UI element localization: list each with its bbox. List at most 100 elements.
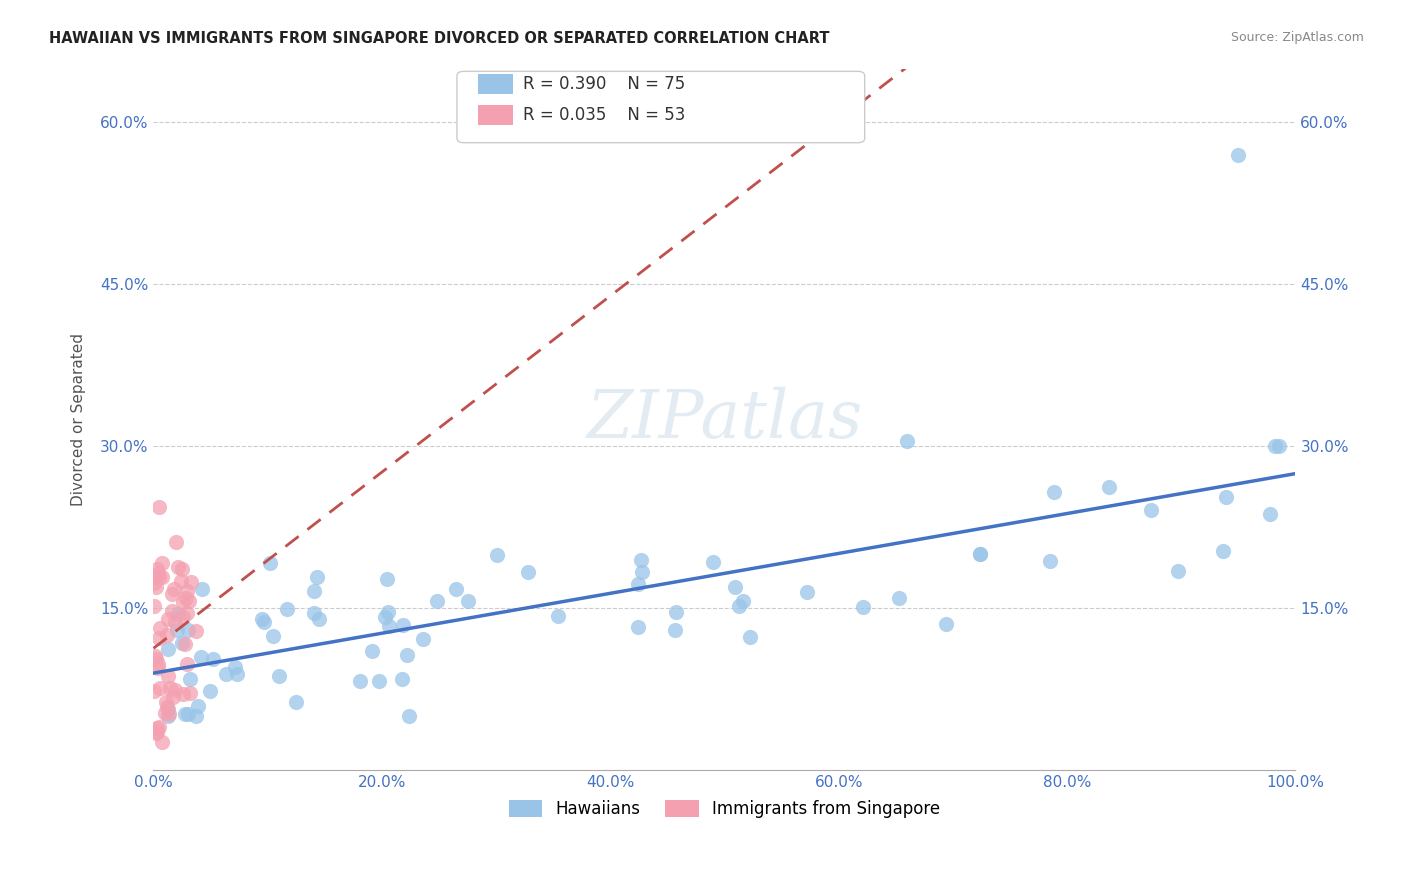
Point bbox=[146, 657, 169, 671]
Point bbox=[1264, 439, 1286, 453]
Point bbox=[796, 585, 818, 599]
Point bbox=[631, 565, 654, 579]
Point bbox=[198, 684, 221, 698]
Point bbox=[285, 695, 308, 709]
Point bbox=[446, 582, 468, 596]
Point bbox=[155, 695, 177, 709]
Point bbox=[1043, 484, 1066, 499]
Point bbox=[398, 709, 420, 723]
Point bbox=[252, 612, 274, 626]
Point bbox=[1215, 490, 1237, 504]
Point bbox=[165, 683, 187, 698]
Point bbox=[969, 547, 991, 561]
Point bbox=[202, 651, 225, 665]
Point bbox=[177, 594, 200, 608]
Point bbox=[150, 570, 173, 584]
Point bbox=[457, 594, 479, 608]
Point bbox=[215, 666, 238, 681]
Point bbox=[160, 604, 183, 618]
Point bbox=[190, 650, 212, 665]
Point bbox=[367, 674, 389, 689]
Point bbox=[145, 648, 167, 663]
Point bbox=[156, 700, 179, 714]
Point bbox=[516, 565, 538, 579]
Point bbox=[142, 599, 165, 614]
Point bbox=[262, 629, 284, 643]
Point bbox=[702, 555, 724, 569]
Point bbox=[547, 609, 569, 624]
Point bbox=[253, 615, 276, 629]
Point bbox=[156, 642, 179, 657]
Point bbox=[172, 594, 194, 608]
Point bbox=[172, 562, 194, 576]
Point bbox=[160, 587, 183, 601]
Point bbox=[1268, 439, 1291, 453]
Point bbox=[852, 600, 875, 615]
Point bbox=[155, 627, 177, 641]
Point bbox=[225, 667, 247, 681]
Point bbox=[159, 681, 181, 695]
Point bbox=[224, 659, 246, 673]
Point bbox=[143, 575, 166, 590]
Point bbox=[187, 698, 209, 713]
Point bbox=[259, 556, 281, 570]
Point bbox=[190, 582, 212, 596]
Point bbox=[167, 607, 190, 621]
Point bbox=[157, 709, 180, 723]
Point bbox=[153, 706, 176, 720]
Point bbox=[165, 534, 187, 549]
Point bbox=[157, 706, 180, 721]
Point bbox=[172, 610, 194, 624]
Point bbox=[395, 648, 418, 662]
Point bbox=[1227, 148, 1250, 162]
Text: R = 0.390    N = 75: R = 0.390 N = 75 bbox=[523, 75, 685, 93]
Point bbox=[145, 580, 167, 594]
Point bbox=[738, 630, 761, 644]
Point bbox=[148, 631, 170, 645]
Point bbox=[142, 684, 165, 698]
Point bbox=[149, 681, 172, 696]
Point bbox=[1167, 564, 1189, 578]
Point bbox=[412, 632, 434, 646]
Point bbox=[304, 606, 326, 620]
Point bbox=[162, 690, 184, 705]
Point bbox=[627, 577, 650, 591]
Point bbox=[172, 636, 194, 650]
Point bbox=[374, 610, 396, 624]
Point bbox=[728, 599, 751, 613]
Point bbox=[626, 620, 648, 634]
Point bbox=[1139, 503, 1161, 517]
Legend: Hawaiians, Immigrants from Singapore: Hawaiians, Immigrants from Singapore bbox=[502, 793, 946, 825]
Point bbox=[896, 434, 918, 448]
Y-axis label: Divorced or Separated: Divorced or Separated bbox=[72, 333, 86, 506]
Point bbox=[184, 624, 207, 639]
Point bbox=[305, 570, 328, 584]
Point bbox=[377, 619, 399, 633]
Point bbox=[361, 644, 384, 658]
Point bbox=[176, 606, 198, 620]
Point bbox=[177, 707, 200, 722]
Point bbox=[167, 559, 190, 574]
Point bbox=[170, 574, 193, 589]
Point bbox=[887, 591, 910, 605]
Point bbox=[177, 623, 200, 637]
Point bbox=[145, 651, 167, 665]
Point bbox=[146, 724, 169, 739]
Point bbox=[156, 668, 179, 682]
Text: R = 0.035    N = 53: R = 0.035 N = 53 bbox=[523, 106, 685, 124]
Point bbox=[935, 617, 957, 632]
Point bbox=[174, 706, 197, 721]
Point bbox=[146, 721, 169, 735]
Text: Source: ZipAtlas.com: Source: ZipAtlas.com bbox=[1230, 31, 1364, 45]
Point bbox=[146, 566, 169, 580]
Point bbox=[180, 574, 202, 589]
Point bbox=[665, 606, 688, 620]
Point bbox=[174, 591, 197, 606]
Point bbox=[146, 660, 169, 674]
Point bbox=[148, 500, 170, 515]
Point bbox=[150, 734, 173, 748]
Point bbox=[143, 570, 166, 584]
Point bbox=[184, 709, 207, 723]
Point bbox=[1260, 507, 1282, 521]
Point bbox=[1212, 544, 1234, 558]
